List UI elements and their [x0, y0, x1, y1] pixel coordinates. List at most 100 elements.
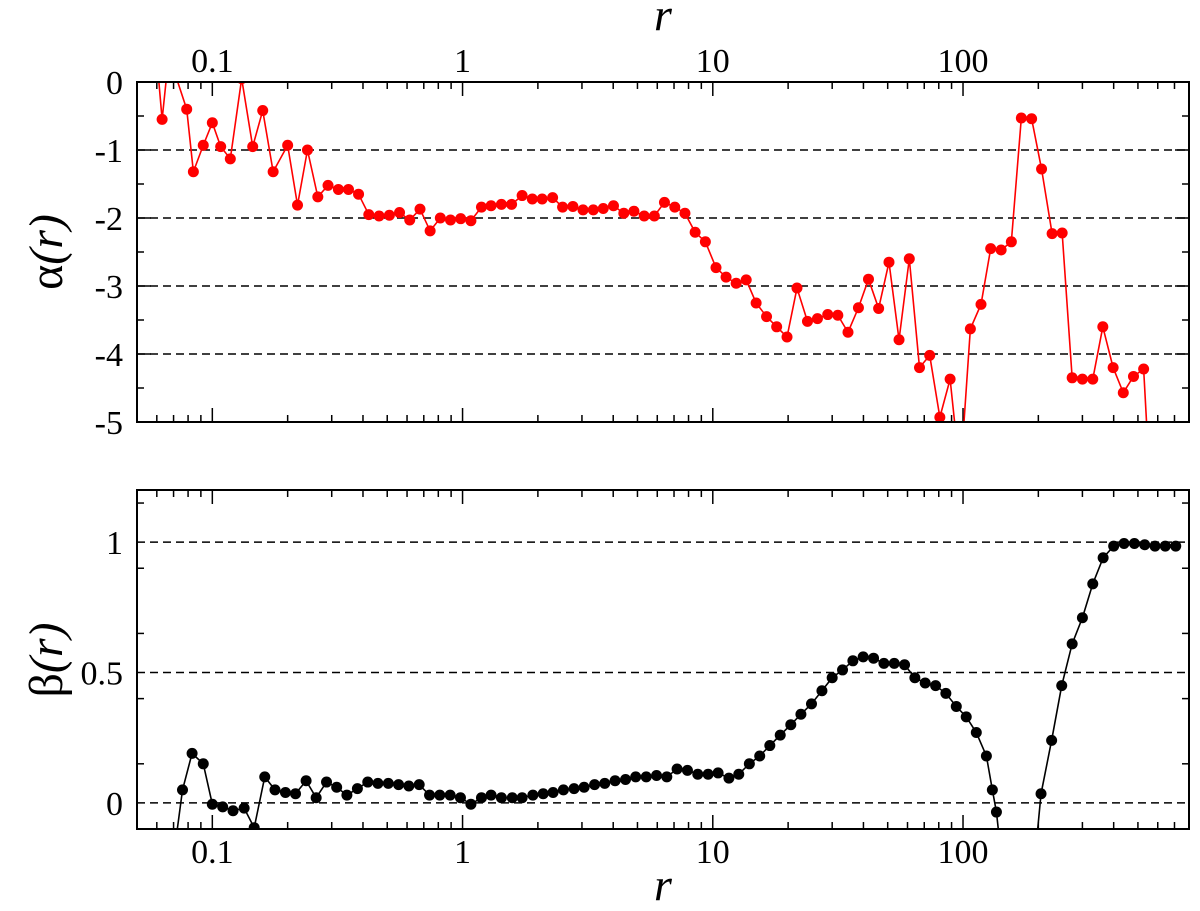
- alpha-data-point: [1015, 112, 1027, 124]
- alpha-data-point: [975, 298, 987, 310]
- beta-data-point: [578, 781, 590, 793]
- beta-data-point: [331, 781, 343, 793]
- svg-text:β(r): β(r): [20, 622, 73, 697]
- alpha-data-point: [577, 204, 589, 216]
- alpha-tick-labels: 0.1 1 10 100 0 -1 -2 -3 -4 -5: [95, 43, 989, 442]
- beta-data-point: [1076, 612, 1088, 624]
- alpha-data-point: [465, 215, 477, 227]
- beta-data-point: [165, 876, 176, 887]
- alpha-data-point: [257, 105, 269, 117]
- alpha-data-point: [445, 214, 457, 226]
- beta-data-point: [837, 664, 849, 676]
- alpha-data-point: [1138, 363, 1150, 375]
- beta-data-point: [1159, 540, 1171, 552]
- beta-data-point: [1118, 537, 1130, 549]
- beta-data-point: [1108, 540, 1120, 552]
- beta-data-point: [899, 659, 911, 671]
- beta-data-point: [692, 768, 704, 780]
- alpha-data-point: [267, 166, 279, 178]
- beta-y-axis-greek: β: [20, 673, 73, 697]
- alpha-data-point: [485, 200, 497, 212]
- beta-tick-labels: 0.1 1 10 100 1 0.5 0: [81, 525, 989, 871]
- alpha-data-point: [1127, 370, 1139, 382]
- alpha-data-point: [526, 193, 538, 205]
- alpha-data-point: [699, 236, 711, 248]
- alpha-data-point: [883, 256, 895, 268]
- alpha-y-tick-label: -4: [95, 337, 123, 374]
- beta-data-point: [651, 770, 663, 782]
- beta-data-point: [485, 789, 497, 801]
- beta-data-point: [1035, 788, 1047, 800]
- beta-data-point: [424, 789, 436, 801]
- beta-data-point: [1087, 578, 1099, 590]
- beta-data-point: [609, 775, 621, 787]
- alpha-y-axis-greek: α: [20, 265, 73, 290]
- beta-data-point: [970, 727, 982, 739]
- beta-data-point: [557, 784, 569, 796]
- beta-plot-frame: [136, 489, 1190, 830]
- beta-data-point: [434, 789, 446, 801]
- alpha-data-point: [506, 198, 518, 210]
- alpha-data-point: [206, 117, 218, 129]
- beta-data-point: [227, 805, 239, 817]
- beta-data-point: [930, 680, 942, 692]
- beta-x-tick-label: 1: [454, 834, 471, 871]
- beta-data-point: [980, 750, 992, 762]
- beta-data-point: [372, 777, 384, 789]
- alpha-data-point: [247, 141, 259, 153]
- beta-y-tick-label: 0: [106, 786, 123, 823]
- beta-x-axis-title: r: [654, 859, 673, 910]
- alpha-data-point: [363, 209, 375, 221]
- alpha-data-point: [567, 200, 579, 212]
- beta-y-tick-label: 1: [106, 525, 123, 562]
- alpha-data-point: [801, 315, 813, 327]
- beta-data-point: [1066, 638, 1078, 650]
- beta-ticks: [136, 490, 1190, 830]
- beta-data-point: [217, 801, 229, 813]
- beta-data-point: [996, 850, 1007, 861]
- alpha-data-point: [301, 144, 313, 156]
- alpha-data-point: [547, 192, 559, 204]
- alpha-data-point: [156, 113, 168, 125]
- alpha-x-tick-label: 1: [454, 43, 471, 80]
- beta-data-point: [919, 677, 931, 689]
- beta-data-point: [1027, 876, 1038, 887]
- beta-x-tick-label: 0.1: [191, 834, 234, 871]
- beta-data-point: [1139, 539, 1151, 551]
- alpha-x-tick-label: 100: [938, 43, 989, 80]
- beta-data-point: [197, 758, 209, 770]
- alpha-data-point: [648, 210, 660, 222]
- alpha-data-point: [597, 202, 609, 214]
- alpha-data-point: [404, 214, 416, 226]
- alpha-data-point: [332, 183, 344, 195]
- alpha-panel: 0.1 1 10 100 0 -1 -2 -3 -4 -5 r α(r): [20, 0, 1190, 442]
- alpha-data-point: [638, 210, 650, 222]
- beta-data-point: [259, 771, 271, 783]
- beta-data-point: [238, 802, 250, 814]
- alpha-data-point: [1117, 387, 1129, 399]
- beta-x-tick-label: 100: [938, 834, 989, 871]
- alpha-data-point: [587, 204, 599, 216]
- beta-data-point: [516, 792, 528, 804]
- beta-data-point: [568, 783, 580, 795]
- beta-data-point: [671, 763, 683, 775]
- alpha-data-point: [342, 183, 354, 195]
- alpha-plot-frame: [136, 81, 1190, 423]
- alpha-y-tick-label: -3: [95, 269, 123, 306]
- beta-data-point: [279, 786, 291, 798]
- alpha-data-point: [903, 253, 915, 265]
- alpha-data-point: [618, 207, 630, 219]
- alpha-data-point: [292, 199, 304, 211]
- alpha-data-point: [424, 225, 436, 237]
- beta-y-axis-arg: (r): [20, 622, 73, 673]
- alpha-ticks: [136, 81, 1190, 423]
- alpha-data-point: [1056, 227, 1068, 239]
- beta-data-point: [475, 792, 487, 804]
- beta-data-point: [465, 798, 477, 810]
- alpha-data-point: [771, 321, 783, 333]
- alpha-data-point: [934, 411, 946, 422]
- beta-data-point: [743, 758, 755, 770]
- beta-y-axis-title: β(r): [20, 622, 73, 697]
- beta-data-point: [547, 786, 559, 798]
- alpha-data-point: [669, 201, 681, 213]
